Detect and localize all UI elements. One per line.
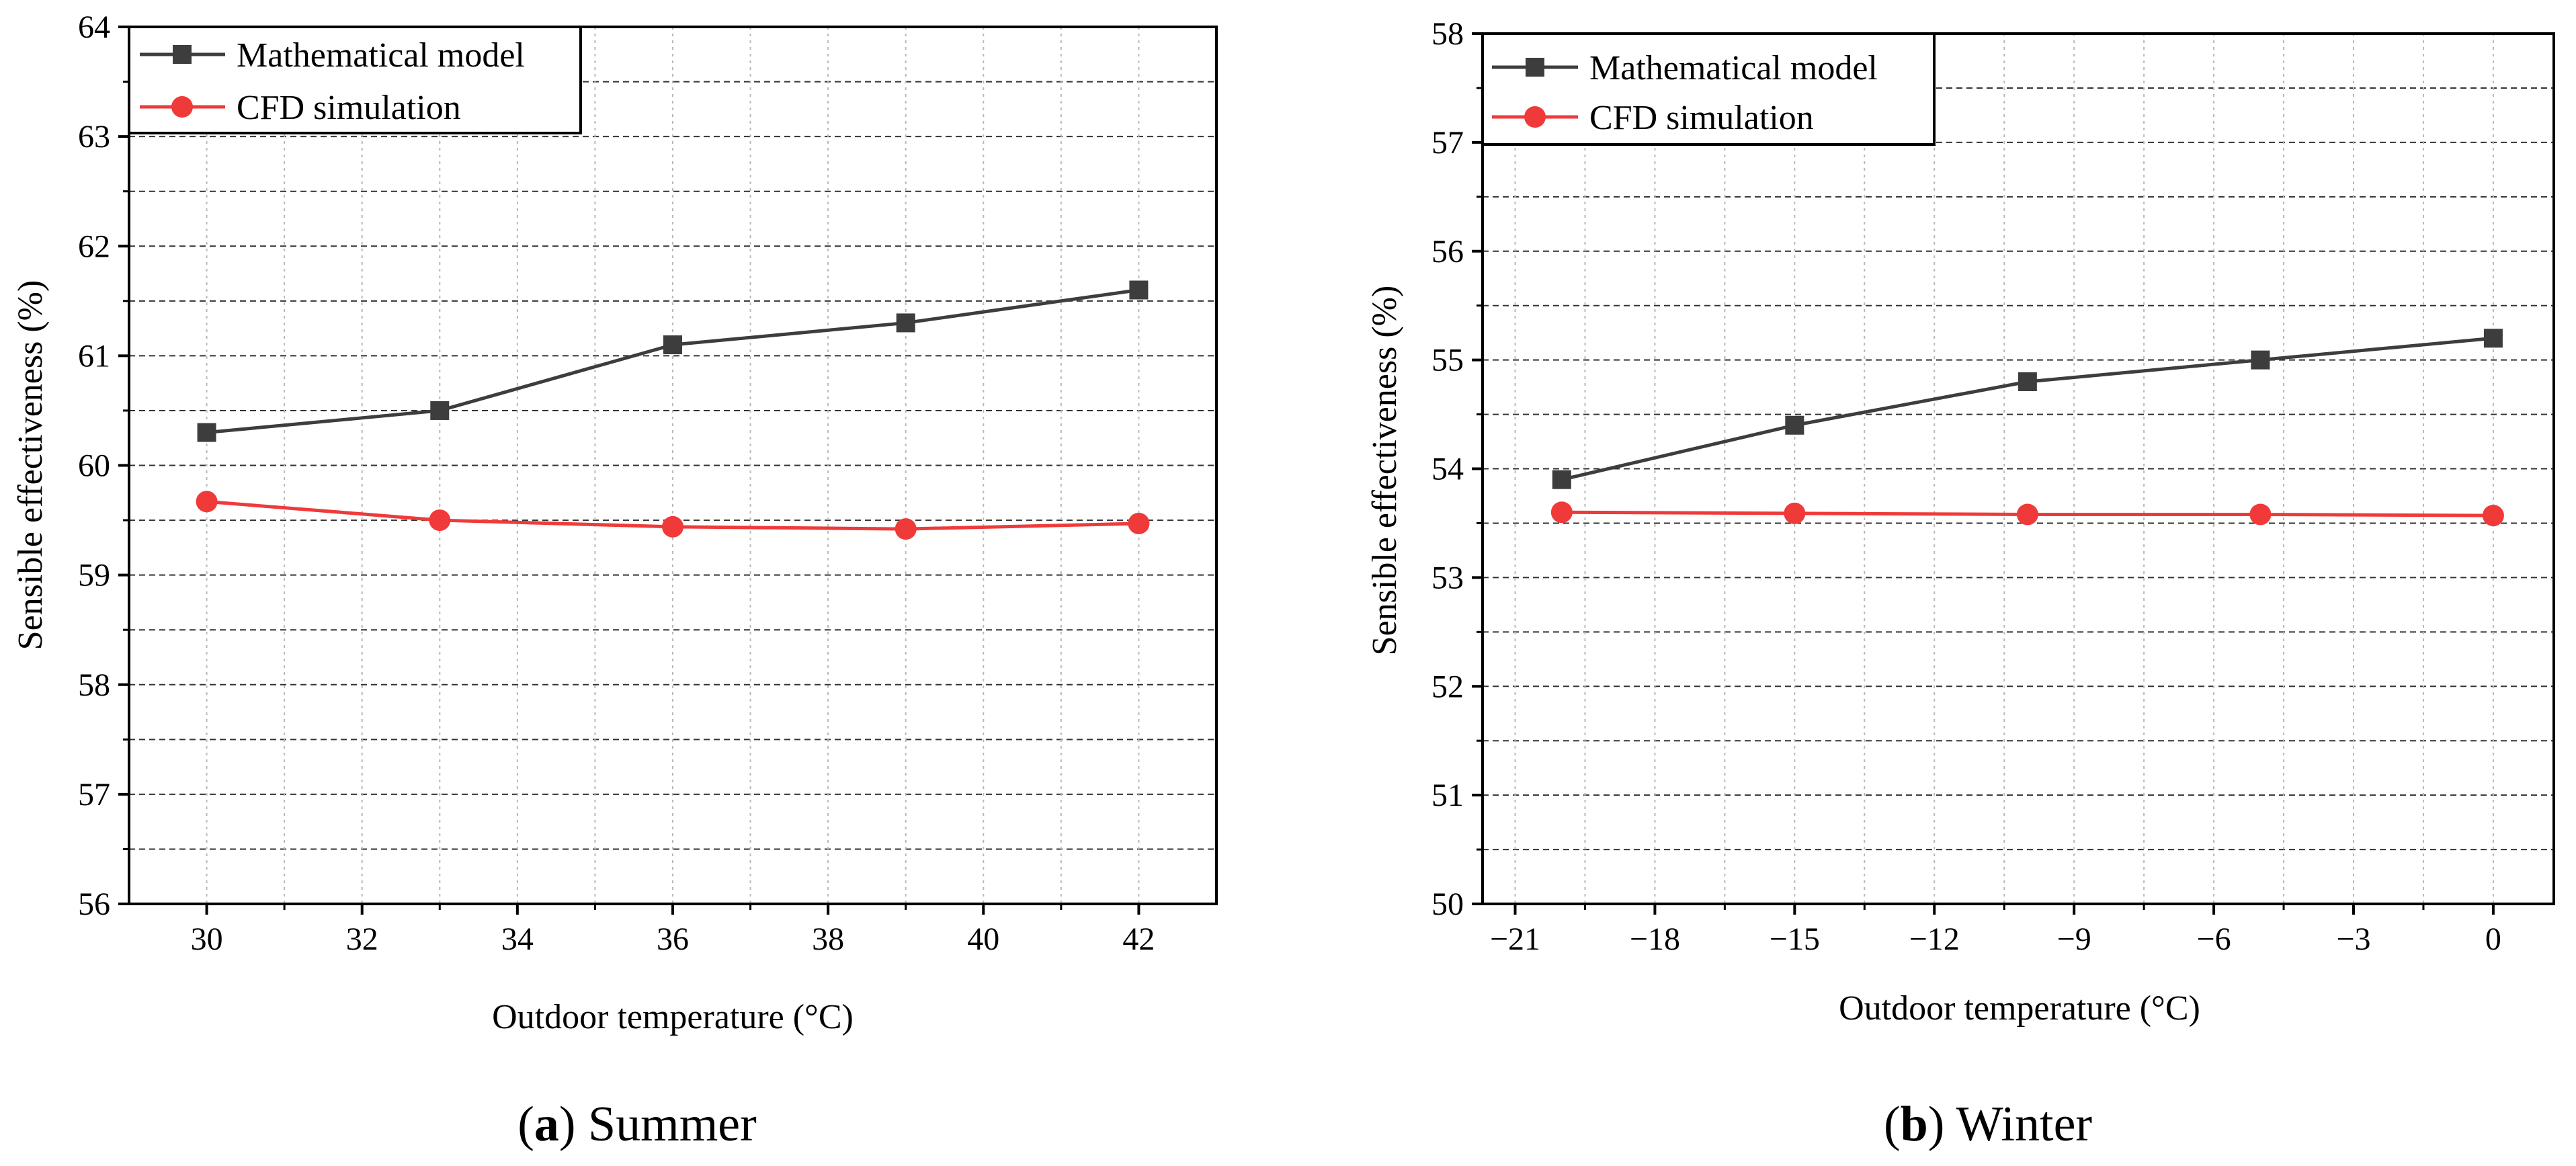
grid — [1483, 34, 2554, 904]
legend-label-cfd-simulation: CFD simulation — [1589, 99, 1814, 137]
data-point-mathematical-model — [663, 335, 682, 355]
x-tick-label: −9 — [2057, 921, 2091, 957]
x-tick-label: −21 — [1490, 921, 1540, 957]
series-layer — [196, 280, 1150, 540]
series-layer — [1550, 329, 2504, 527]
y-axis-label: Sensible effectiveness (%) — [11, 280, 50, 651]
x-tick-label: −15 — [1770, 921, 1820, 957]
data-point-cfd-simulation — [1784, 502, 1806, 524]
y-axis-label: Sensible effectiveness (%) — [1366, 286, 1404, 656]
x-tick-label: 40 — [967, 921, 999, 957]
legend-marker-circle — [1524, 106, 1546, 128]
y-tick-label: 58 — [78, 667, 110, 703]
y-tick-label: 54 — [1431, 452, 1464, 487]
data-point-mathematical-model — [896, 313, 915, 333]
legend-box — [128, 26, 582, 134]
data-point-mathematical-model — [2251, 350, 2270, 370]
data-point-cfd-simulation — [429, 509, 451, 532]
x-tick-label: −3 — [2336, 921, 2370, 957]
data-point-cfd-simulation — [2249, 503, 2272, 526]
data-point-cfd-simulation — [1550, 501, 1573, 524]
data-point-mathematical-model — [1552, 470, 1571, 489]
x-tick-label: 30 — [191, 921, 223, 957]
caption-b: (b) Winter — [1884, 1097, 2092, 1152]
y-tick-label: 61 — [78, 338, 110, 374]
panel-a: 56 57 58 59 60 61 62 63 64 30 32 34 36 38 40 42 Mathema… — [11, 9, 1218, 1152]
data-point-cfd-simulation — [1128, 512, 1150, 534]
y-tick-label: 56 — [1431, 234, 1464, 269]
legend-label-cfd-simulation: CFD simulation — [237, 89, 461, 127]
y-tick-label: 57 — [78, 777, 110, 813]
caption-a: (a) Summer — [517, 1097, 757, 1152]
data-point-mathematical-model — [197, 423, 216, 442]
data-point-mathematical-model — [1785, 415, 1804, 435]
plot-frame — [1481, 32, 2555, 905]
y-tick-label: 60 — [78, 448, 110, 484]
grid — [129, 27, 1216, 904]
y-tick-label: 57 — [1431, 125, 1464, 161]
legend-label-mathematical-model: Mathematical model — [237, 36, 525, 75]
y-tick-label: 51 — [1431, 778, 1464, 813]
x-tick-label: 42 — [1122, 921, 1155, 957]
y-tick-label: 55 — [1431, 343, 1464, 378]
y-tick-label: 56 — [78, 886, 110, 922]
legend-label-mathematical-model: Mathematical model — [1589, 49, 1878, 87]
data-point-mathematical-model — [2483, 329, 2503, 348]
y-tick-label: 64 — [78, 9, 110, 45]
legend: Mathematical model CFD simulation — [1481, 32, 1936, 146]
y-tick-label: 53 — [1431, 560, 1464, 595]
x-axis-label: Outdoor temperature (°C) — [492, 998, 854, 1036]
x-tick-label: −18 — [1630, 921, 1680, 957]
x-tick-label: −12 — [1909, 921, 1960, 957]
x-axis-label: Outdoor temperature (°C) — [1839, 989, 2200, 1028]
data-point-mathematical-model — [1129, 280, 1149, 300]
legend-marker-square — [1526, 58, 1544, 77]
x-tick-label: −6 — [2197, 921, 2231, 957]
data-point-cfd-simulation — [895, 518, 917, 540]
data-point-cfd-simulation — [196, 491, 218, 513]
panel-b: 50 51 52 53 54 55 56 57 58 −21 −18 −15 −12 −9 −6 −3 0 Ma… — [1366, 16, 2555, 1152]
plot-frame — [128, 26, 1218, 905]
x-tick-label: 36 — [657, 921, 689, 957]
data-point-mathematical-model — [2018, 372, 2037, 391]
y-tick-label: 62 — [78, 228, 110, 264]
y-tick-label: 50 — [1431, 886, 1464, 922]
legend-box — [1481, 32, 1936, 146]
x-tick-label: 34 — [501, 921, 534, 957]
data-point-cfd-simulation — [2016, 503, 2038, 526]
data-point-mathematical-model — [430, 401, 450, 420]
legend-marker-square — [173, 45, 192, 64]
ticks: 56 57 58 59 60 61 62 63 64 30 32 34 36 38 40 42 — [78, 9, 1155, 957]
data-point-cfd-simulation — [662, 515, 683, 538]
ticks: 50 51 52 53 54 55 56 57 58 −21 −18 −15 −12 −9 −6 −3 0 — [1431, 16, 2501, 957]
legend: Mathematical model CFD simulation — [128, 26, 582, 134]
y-tick-label: 52 — [1431, 669, 1464, 704]
data-point-cfd-simulation — [2482, 505, 2504, 527]
y-tick-label: 59 — [78, 558, 110, 593]
x-tick-label: 32 — [346, 921, 378, 957]
y-tick-label: 63 — [78, 119, 110, 155]
x-tick-label: 38 — [812, 921, 844, 957]
y-tick-label: 58 — [1431, 16, 1464, 52]
x-tick-label: 0 — [2485, 921, 2501, 957]
legend-marker-circle — [171, 96, 193, 118]
